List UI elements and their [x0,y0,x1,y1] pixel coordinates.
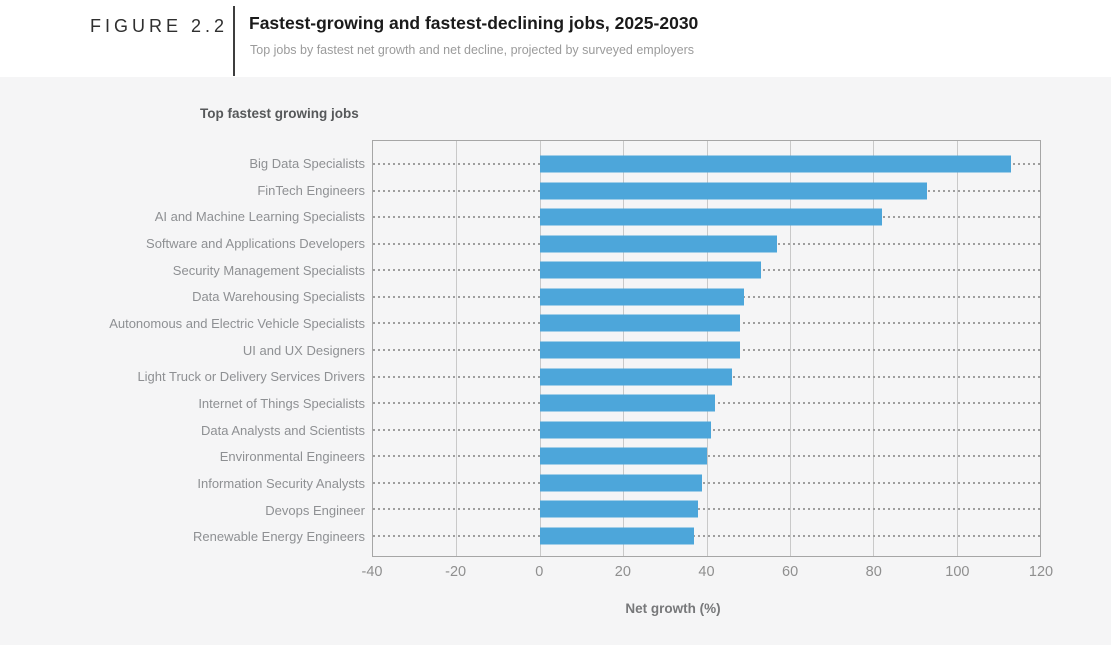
gridline [873,141,875,556]
category-label: Devops Engineer [265,502,365,518]
bar [539,447,707,465]
bar-row [373,337,1040,364]
figure-number: FIGURE 2.2 [90,16,229,36]
x-axis-tick-labels: -40 -20 0 20 40 60 80 100 120 [362,564,1054,582]
x-axis-title: Net growth (%) [625,601,721,616]
bar-row [373,469,1040,496]
bar [539,208,882,226]
figure-subtitle: Top jobs by fastest net growth and net d… [250,43,695,57]
gridline [956,141,958,556]
bar-row [373,416,1040,443]
x-tick-label: 20 [614,564,631,580]
x-tick-label: 40 [698,564,715,580]
category-label: Light Truck or Delivery Services Drivers [137,369,365,385]
category-label: Data Warehousing Specialists [192,289,365,305]
bar [539,394,715,412]
category-label: Data Analysts and Scientists [200,422,365,438]
bar-row [373,151,1040,178]
gridline [456,141,458,556]
gridline [789,141,791,556]
bar [539,155,1011,173]
bar [539,421,711,439]
bar-row [373,390,1040,417]
x-tick-label: 0 [535,564,544,580]
x-tick-label: -40 [361,564,383,580]
x-tick-label: 120 [1028,564,1054,580]
category-label: Internet of Things Specialists [198,395,365,411]
bar-row [373,310,1040,337]
bar [539,288,745,306]
bar-row [373,496,1040,523]
bar-row [373,231,1040,258]
bar [539,527,694,545]
bar [539,314,740,332]
bar-row [373,204,1040,231]
category-label: Information Security Analysts [197,475,365,491]
bar [539,341,740,359]
category-label: Renewable Energy Engineers [193,529,365,545]
category-label: FinTech Engineers [257,182,365,198]
dotted-leader-line [373,455,1040,458]
x-tick-label: 80 [865,564,882,580]
category-label: Security Management Specialists [172,262,365,278]
x-tick-label: 60 [782,564,799,580]
category-label: UI and UX Designers [242,342,365,358]
bar-rows [373,141,1040,556]
bar-row [373,363,1040,390]
chart-heading: Top fastest growing jobs [200,106,359,121]
category-label: Environmental Engineers [219,449,365,465]
bar [539,235,778,253]
figure-header: FIGURE 2.2 Fastest-growing and fastest-d… [0,0,1111,77]
header-divider [233,6,235,76]
bar [539,368,732,386]
category-label: Software and Applications Developers [146,235,365,251]
bar-row [373,257,1040,284]
bar [539,474,703,492]
bar-row [373,522,1040,549]
bar [539,500,699,518]
x-tick-label: -20 [445,564,467,580]
dotted-leader-line [373,508,1040,511]
x-tick-label: 100 [945,564,970,580]
figure-title: Fastest-growing and fastest-declining jo… [249,13,699,33]
dotted-leader-line [373,534,1040,537]
category-label: Autonomous and Electric Vehicle Speciali… [109,315,365,331]
plot-area [372,140,1041,557]
bar [539,182,928,200]
dotted-leader-line [373,481,1040,484]
bar-row [373,178,1040,205]
bar-row [373,443,1040,470]
bar [539,261,761,279]
category-label: AI and Machine Learning Specialists [154,209,365,225]
category-labels: Big Data Specialists FinTech Engineers AI … [0,140,365,557]
bar-row [373,284,1040,311]
category-label: Big Data Specialists [249,155,365,171]
